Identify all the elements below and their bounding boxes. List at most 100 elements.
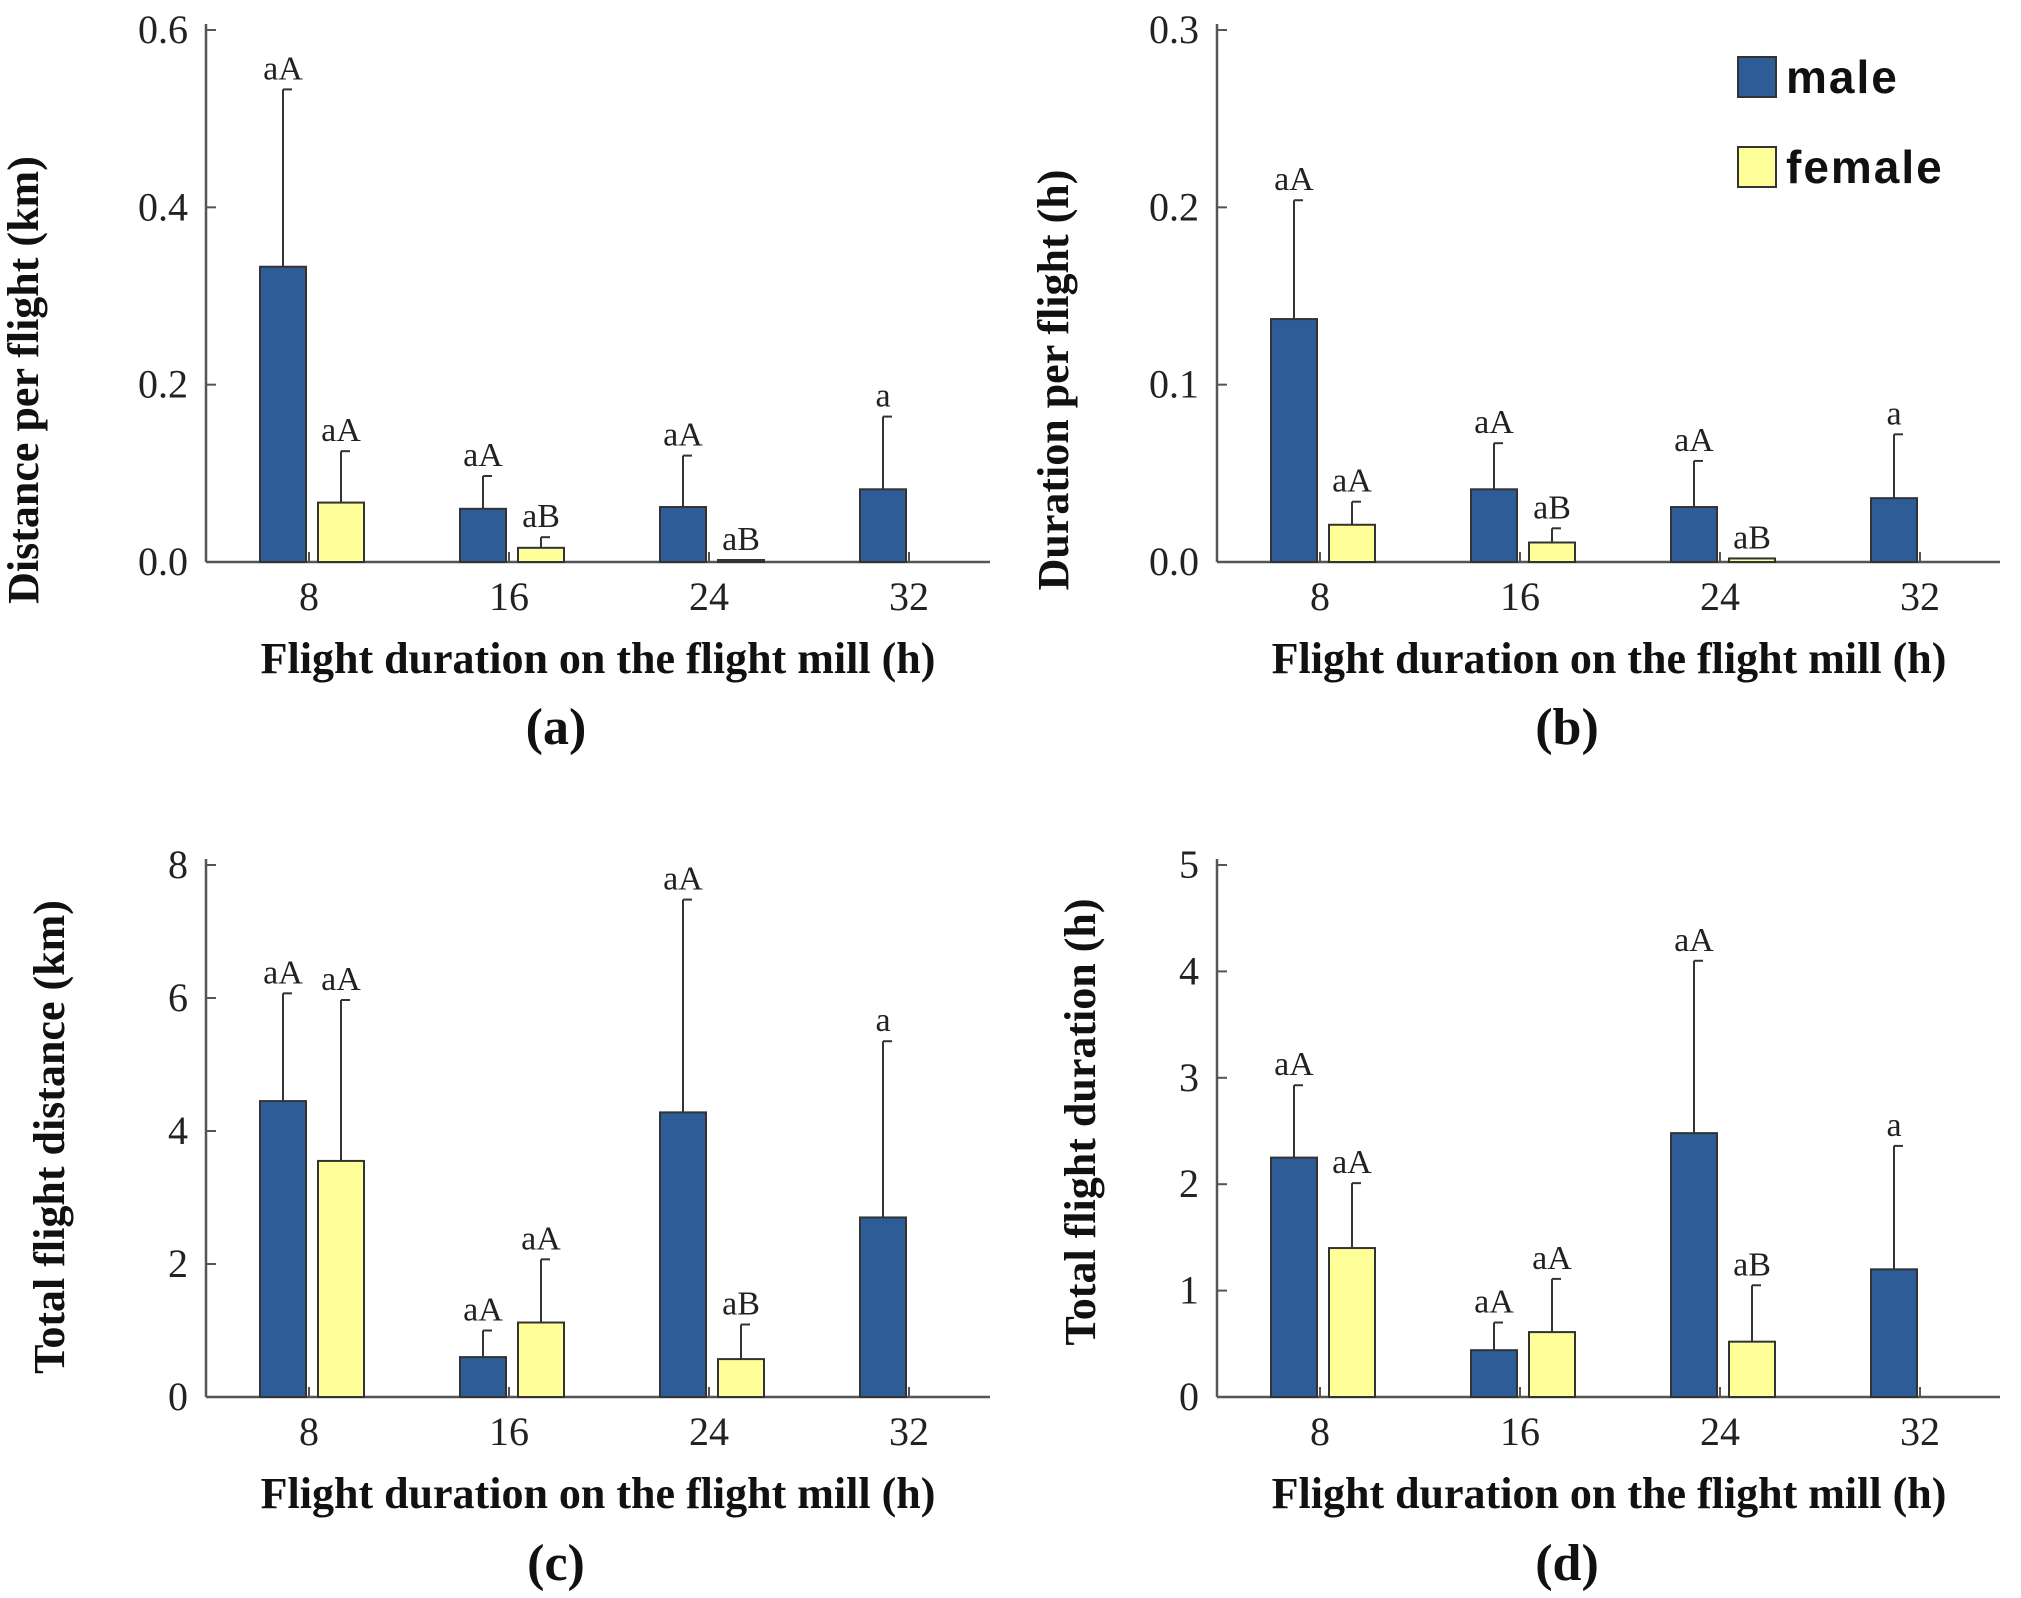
panel-b-y-tick-label: 0.0 <box>1149 539 1199 584</box>
panel-a-x-tick-label: 32 <box>889 574 929 619</box>
panel-b-sig-label: aB <box>1733 519 1771 556</box>
panel-c-y-tick-label: 0 <box>168 1374 188 1419</box>
panel-d-sig-label: aA <box>1674 922 1714 959</box>
panel-a-ylabel: Distance per flight (km) <box>0 156 48 604</box>
panel-c-x-tick-label: 8 <box>299 1409 319 1454</box>
panel-a-bar-male <box>659 506 707 564</box>
panel-d-x-tick-label: 16 <box>1500 1409 1540 1454</box>
panel-b-ylabel: Duration per flight (h) <box>1029 170 1078 591</box>
panel-b-bar-female <box>1328 523 1376 564</box>
panel-d-bar-female <box>1328 1247 1376 1399</box>
panel-a-x-tick-label: 16 <box>489 574 529 619</box>
panel-b-x-tick-label: 24 <box>1700 574 1740 619</box>
panel-b-sig-label: a <box>1886 395 1901 432</box>
legend-swatch-male <box>1737 56 1777 98</box>
panel-d-x-tick-label: 24 <box>1700 1409 1740 1454</box>
panel-b: Duration per flight (h) Flight duration … <box>1029 7 2000 756</box>
panel-d-ylabel: Total flight duration (h) <box>1056 898 1105 1345</box>
panel-c-x-tick-label: 32 <box>889 1409 929 1454</box>
panel-c-label: (c) <box>527 1535 585 1592</box>
panel-b-bar-male <box>1470 488 1518 563</box>
legend-label-female: female <box>1786 141 1944 193</box>
panel-b-plot: 0.0 0.1 0.2 0.3 8 aA aA 16 aA aB 24 aA aB 32 a <box>1149 7 2000 619</box>
panel-b-y-tick-label: 0.1 <box>1149 362 1199 407</box>
panel-d-plot: 0 1 2 3 4 5 8 aA aA 16 aA aA 24 aA aB 32 a <box>1179 842 2000 1454</box>
panel-a-sig-label: aA <box>321 412 361 449</box>
panel-c-xlabel: Flight duration on the flight mill (h) <box>261 1469 936 1518</box>
panel-b-y-tick-label: 0.3 <box>1149 7 1199 52</box>
panel-c-bar-male <box>859 1216 907 1398</box>
panel-a-x-tick-label: 8 <box>299 574 319 619</box>
panel-a-sig-label: aA <box>663 417 703 454</box>
legend: male female <box>1737 51 1944 193</box>
panel-b-xlabel: Flight duration on the flight mill (h) <box>1272 634 1947 683</box>
panel-c-sig-label: aA <box>521 1220 561 1257</box>
panel-c: Total flight distance (km) Flight durati… <box>25 842 990 1592</box>
panel-a-xlabel: Flight duration on the flight mill (h) <box>261 634 936 683</box>
panel-b-sig-label: aA <box>1474 404 1514 441</box>
panel-d-bar-female <box>1528 1331 1576 1398</box>
panel-a-y-tick-label: 0.0 <box>138 539 188 584</box>
panel-d-bar-male <box>1870 1268 1918 1398</box>
panel-b-bar-male <box>1670 506 1718 564</box>
legend-swatch-female <box>1737 146 1777 188</box>
panel-b-sig-label: aA <box>1332 463 1372 500</box>
panel-d: Total flight duration (h) Flight duratio… <box>1056 842 2000 1592</box>
panel-b-sig-label: aA <box>1274 161 1314 198</box>
panel-b-bar-female <box>1728 557 1776 563</box>
panel-d-y-tick-label: 3 <box>1179 1055 1199 1100</box>
panel-b-bar-male <box>1270 318 1318 564</box>
panel-a-y-tick-label: 0.4 <box>138 184 188 229</box>
panel-d-sig-label: a <box>1886 1107 1901 1144</box>
panel-d-label: (d) <box>1535 1535 1599 1592</box>
panel-d-bar-male <box>1270 1156 1318 1398</box>
panel-c-sig-label: aA <box>321 961 361 998</box>
panel-b-bar-male <box>1870 497 1918 564</box>
panel-c-bar-female <box>517 1321 565 1399</box>
panel-b-x-tick-label: 8 <box>1310 574 1330 619</box>
panel-d-sig-label: aA <box>1532 1240 1572 1277</box>
legend-label-male: male <box>1786 51 1899 103</box>
panel-a-bar-male <box>259 265 307 563</box>
panel-a-sig-label: aB <box>722 521 760 558</box>
panel-d-xlabel: Flight duration on the flight mill (h) <box>1272 1469 1947 1518</box>
panel-c-sig-label: aA <box>463 1292 503 1329</box>
panel-c-bar-male <box>259 1100 307 1398</box>
panel-c-sig-label: aA <box>263 954 303 991</box>
panel-c-bar-female <box>317 1159 365 1399</box>
panel-a-bar-male <box>459 507 507 563</box>
panel-d-y-tick-label: 4 <box>1179 948 1199 993</box>
panel-a-sig-label: aA <box>463 437 503 474</box>
panel-a-y-tick-label: 0.6 <box>138 7 188 52</box>
panel-d-bar-male <box>1670 1132 1718 1399</box>
panel-b-bar-female <box>1528 541 1576 564</box>
panel-c-bar-female <box>717 1358 765 1398</box>
panel-b-label: (b) <box>1535 699 1599 756</box>
panel-a-bar-female <box>517 546 565 564</box>
panel-c-bar-male <box>659 1111 707 1398</box>
panel-a-sig-label: aA <box>263 50 303 87</box>
panel-c-sig-label: a <box>875 1002 890 1039</box>
panel-d-x-tick-label: 8 <box>1310 1409 1330 1454</box>
panel-a-y-tick-label: 0.2 <box>138 362 188 407</box>
panel-d-sig-label: aA <box>1332 1144 1372 1181</box>
panel-c-y-tick-label: 8 <box>168 842 188 887</box>
panel-a-sig-label: a <box>875 378 890 415</box>
panel-c-sig-label: aA <box>663 861 703 898</box>
panel-d-y-tick-label: 1 <box>1179 1268 1199 1313</box>
panel-c-x-tick-label: 24 <box>689 1409 729 1454</box>
panel-d-y-tick-label: 0 <box>1179 1374 1199 1419</box>
panel-b-y-tick-label: 0.2 <box>1149 184 1199 229</box>
panel-a: Distance per flight (km) Flight duration… <box>0 7 990 756</box>
panel-d-bar-female <box>1728 1340 1776 1398</box>
panel-d-sig-label: aA <box>1274 1046 1314 1083</box>
panel-b-x-tick-label: 32 <box>1900 574 1940 619</box>
panel-a-bar-female <box>717 559 765 563</box>
panel-a-bar-female <box>317 501 365 563</box>
panel-d-bar-male <box>1470 1349 1518 1398</box>
panel-a-label: (a) <box>526 699 587 756</box>
panel-a-sig-label: aB <box>522 498 560 535</box>
panel-c-ylabel: Total flight distance (km) <box>25 900 74 1374</box>
panel-b-sig-label: aA <box>1674 422 1714 459</box>
